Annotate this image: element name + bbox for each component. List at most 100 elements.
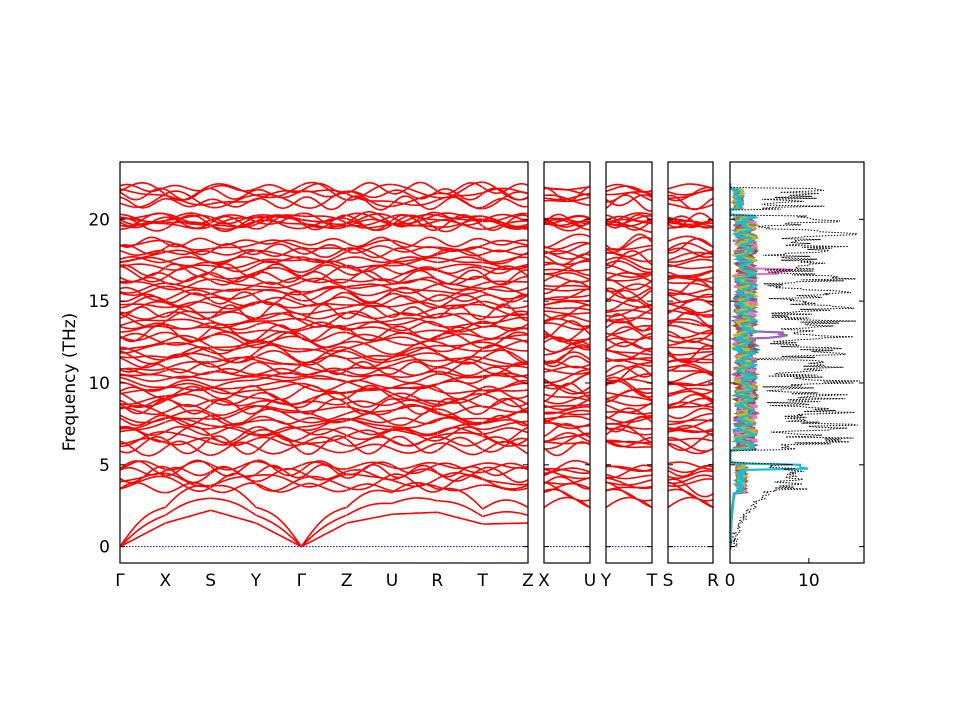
phonon-band-line: [606, 440, 652, 449]
phonon-band-line: [544, 467, 590, 474]
k-point-label: U: [584, 571, 596, 591]
phonon-band-line: [120, 429, 528, 448]
phonon-band-line: [668, 269, 713, 277]
phonon-band-line: [544, 325, 590, 343]
phonon-band-line: [544, 294, 590, 301]
phonon-band-line: [668, 378, 713, 387]
phonon-band-line: [544, 310, 590, 315]
phonon-band-line: [606, 479, 652, 486]
phonon-band-line: [544, 280, 590, 295]
acoustic-branch-line: [120, 482, 528, 548]
phonon-band-line: [668, 183, 713, 190]
band-panel-frame-2: [605, 161, 653, 564]
acoustic-branch-line: [668, 488, 713, 509]
phonon-band-line: [120, 263, 528, 278]
phonon-band-line: [544, 345, 590, 356]
phonon-band-line: [544, 287, 590, 301]
phonon-band-line: [544, 344, 590, 364]
phonon-band-line: [668, 186, 713, 202]
phonon-band-line: [544, 306, 590, 311]
phonon-band-line: [544, 371, 590, 387]
phonon-band-line: [120, 236, 528, 249]
phonon-band-line: [544, 253, 590, 266]
band-panel-frame-1: [543, 161, 591, 564]
phonon-band-line: [544, 406, 590, 415]
k-point-label: Z: [341, 571, 353, 591]
phonon-band-line: [544, 476, 590, 485]
phonon-band-line: [544, 304, 590, 320]
phonon-band-line: [668, 442, 713, 455]
phonon-band-line: [606, 286, 652, 300]
phonon-band-line: [668, 463, 713, 474]
phonon-band-line: [606, 287, 652, 302]
k-point-label: T: [476, 571, 488, 591]
phonon-band-line: [606, 332, 652, 341]
phonon-band-line: [668, 303, 713, 314]
phonon-band-line: [668, 387, 713, 395]
phonon-band-line: [120, 331, 528, 349]
k-point-label: S: [663, 571, 674, 591]
k-point-label: Y: [250, 571, 262, 591]
k-point-label: X: [538, 571, 550, 591]
phonon-band-line: [120, 434, 528, 456]
phonon-band-line: [120, 311, 528, 321]
phonon-band-line: [544, 241, 590, 250]
phonon-band-line: [668, 393, 713, 407]
phonon-band-line: [606, 401, 652, 414]
phonon-band-line: [606, 388, 652, 400]
phonon-band-line: [668, 309, 713, 316]
phonon-band-line: [120, 360, 528, 376]
phonon-band-line: [120, 460, 528, 471]
phonon-band-line: [606, 249, 652, 270]
phonon-band-line: [120, 465, 528, 484]
k-point-label: Γ: [115, 571, 125, 591]
phonon-band-line: [668, 383, 713, 395]
phonon-band-line: [668, 220, 713, 225]
k-point-label: T: [646, 571, 658, 591]
phonon-band-line: [544, 432, 590, 442]
phonon-band-line: [668, 363, 713, 373]
phonon-band-line: [120, 334, 528, 353]
phonon-band-line: [544, 317, 590, 328]
phonon-band-line: [606, 464, 652, 479]
phonon-band-line: [606, 436, 652, 448]
phonon-band-line: [544, 287, 590, 292]
phonon-band-line: [120, 340, 528, 360]
phonon-band-line: [544, 214, 590, 224]
phonon-band-line: [606, 236, 652, 254]
phonon-band-line: [544, 299, 590, 307]
acoustic-branch-line: [606, 488, 652, 509]
phonon-band-line: [120, 286, 528, 303]
band-panel-3: [668, 183, 713, 509]
phonon-band-line: [606, 194, 652, 212]
dos-panel-frame: [729, 161, 865, 564]
phonon-band-line: [606, 309, 652, 315]
phonon-band-line: [668, 287, 713, 296]
phonon-band-line: [668, 474, 713, 485]
phonon-band-line: [668, 189, 713, 196]
phonon-band-line: [606, 273, 652, 282]
phonon-band-line: [544, 185, 590, 203]
phonon-band-line: [120, 344, 528, 364]
phonon-band-line: [120, 187, 528, 201]
phonon-band-line: [606, 324, 652, 336]
phonon-band-line: [544, 322, 590, 331]
phonon-band-line: [120, 277, 528, 291]
phonon-band-line: [120, 190, 528, 210]
phonon-band-line: [544, 415, 590, 421]
phonon-band-line: [544, 192, 590, 201]
phonon-band-line: [120, 275, 528, 286]
y-tick-label: 20: [88, 210, 110, 230]
phonon-band-line: [544, 233, 590, 249]
acoustic-branch-line: [544, 496, 590, 509]
phonon-band-line: [120, 436, 528, 447]
phonon-band-line: [544, 459, 590, 477]
phonon-band-line: [668, 432, 713, 452]
phonon-band-line: [668, 270, 713, 279]
phonon-band-line: [668, 344, 713, 364]
acoustic-branch-line: [120, 509, 528, 548]
phonon-band-line: [668, 418, 713, 430]
phonon-band-line: [120, 386, 528, 406]
phonon-band-line: [544, 260, 590, 266]
